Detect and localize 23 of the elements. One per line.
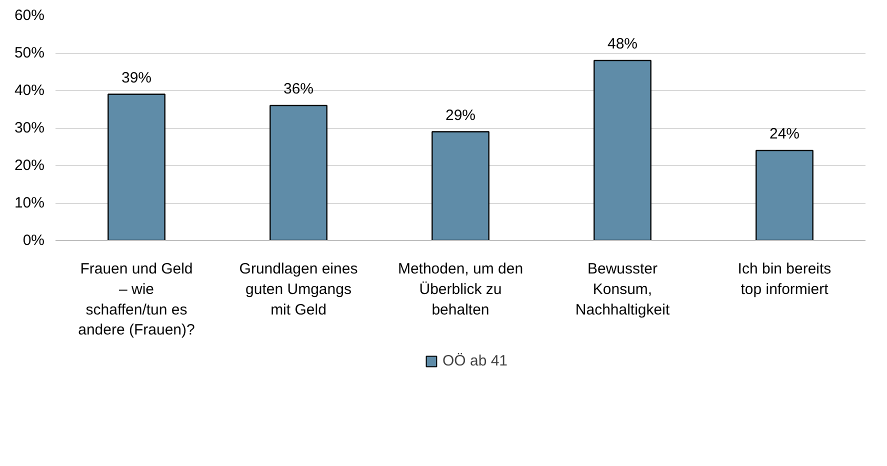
data-label: 29%	[445, 106, 476, 124]
data-label: 24%	[769, 126, 800, 142]
x-tick-label: Grundlagen eines guten Umgangs mit Geld	[239, 260, 358, 318]
y-tick-label: 60%	[14, 7, 45, 24]
y-tick-label: 0%	[22, 232, 45, 249]
bar	[756, 150, 814, 240]
x-tick-label: Methoden, um den Überblick zu behalten	[398, 260, 524, 318]
y-tick-label: 40%	[14, 82, 45, 99]
y-tick-label: 10%	[14, 194, 45, 212]
y-tick-label: 30%	[14, 120, 45, 136]
data-label: 36%	[283, 80, 314, 98]
x-tick-label: Ich bin bereits top informiert	[738, 260, 832, 298]
bar	[108, 94, 166, 240]
legend-label: OÖ ab 41	[442, 352, 508, 370]
y-tick-label: 50%	[14, 44, 45, 62]
x-tick-label: Frauen und Geld – wie schaffen/tun es andere (Frauen)?	[78, 260, 195, 339]
data-label: 39%	[121, 69, 152, 86]
y-tick-label: 20%	[14, 157, 45, 174]
bar	[270, 104, 328, 240]
data-label: 48%	[607, 36, 638, 52]
x-tick-label: Bewusster Konsum, Nachhaltigkeit	[575, 260, 670, 318]
bar	[432, 131, 490, 240]
bar	[594, 60, 652, 240]
